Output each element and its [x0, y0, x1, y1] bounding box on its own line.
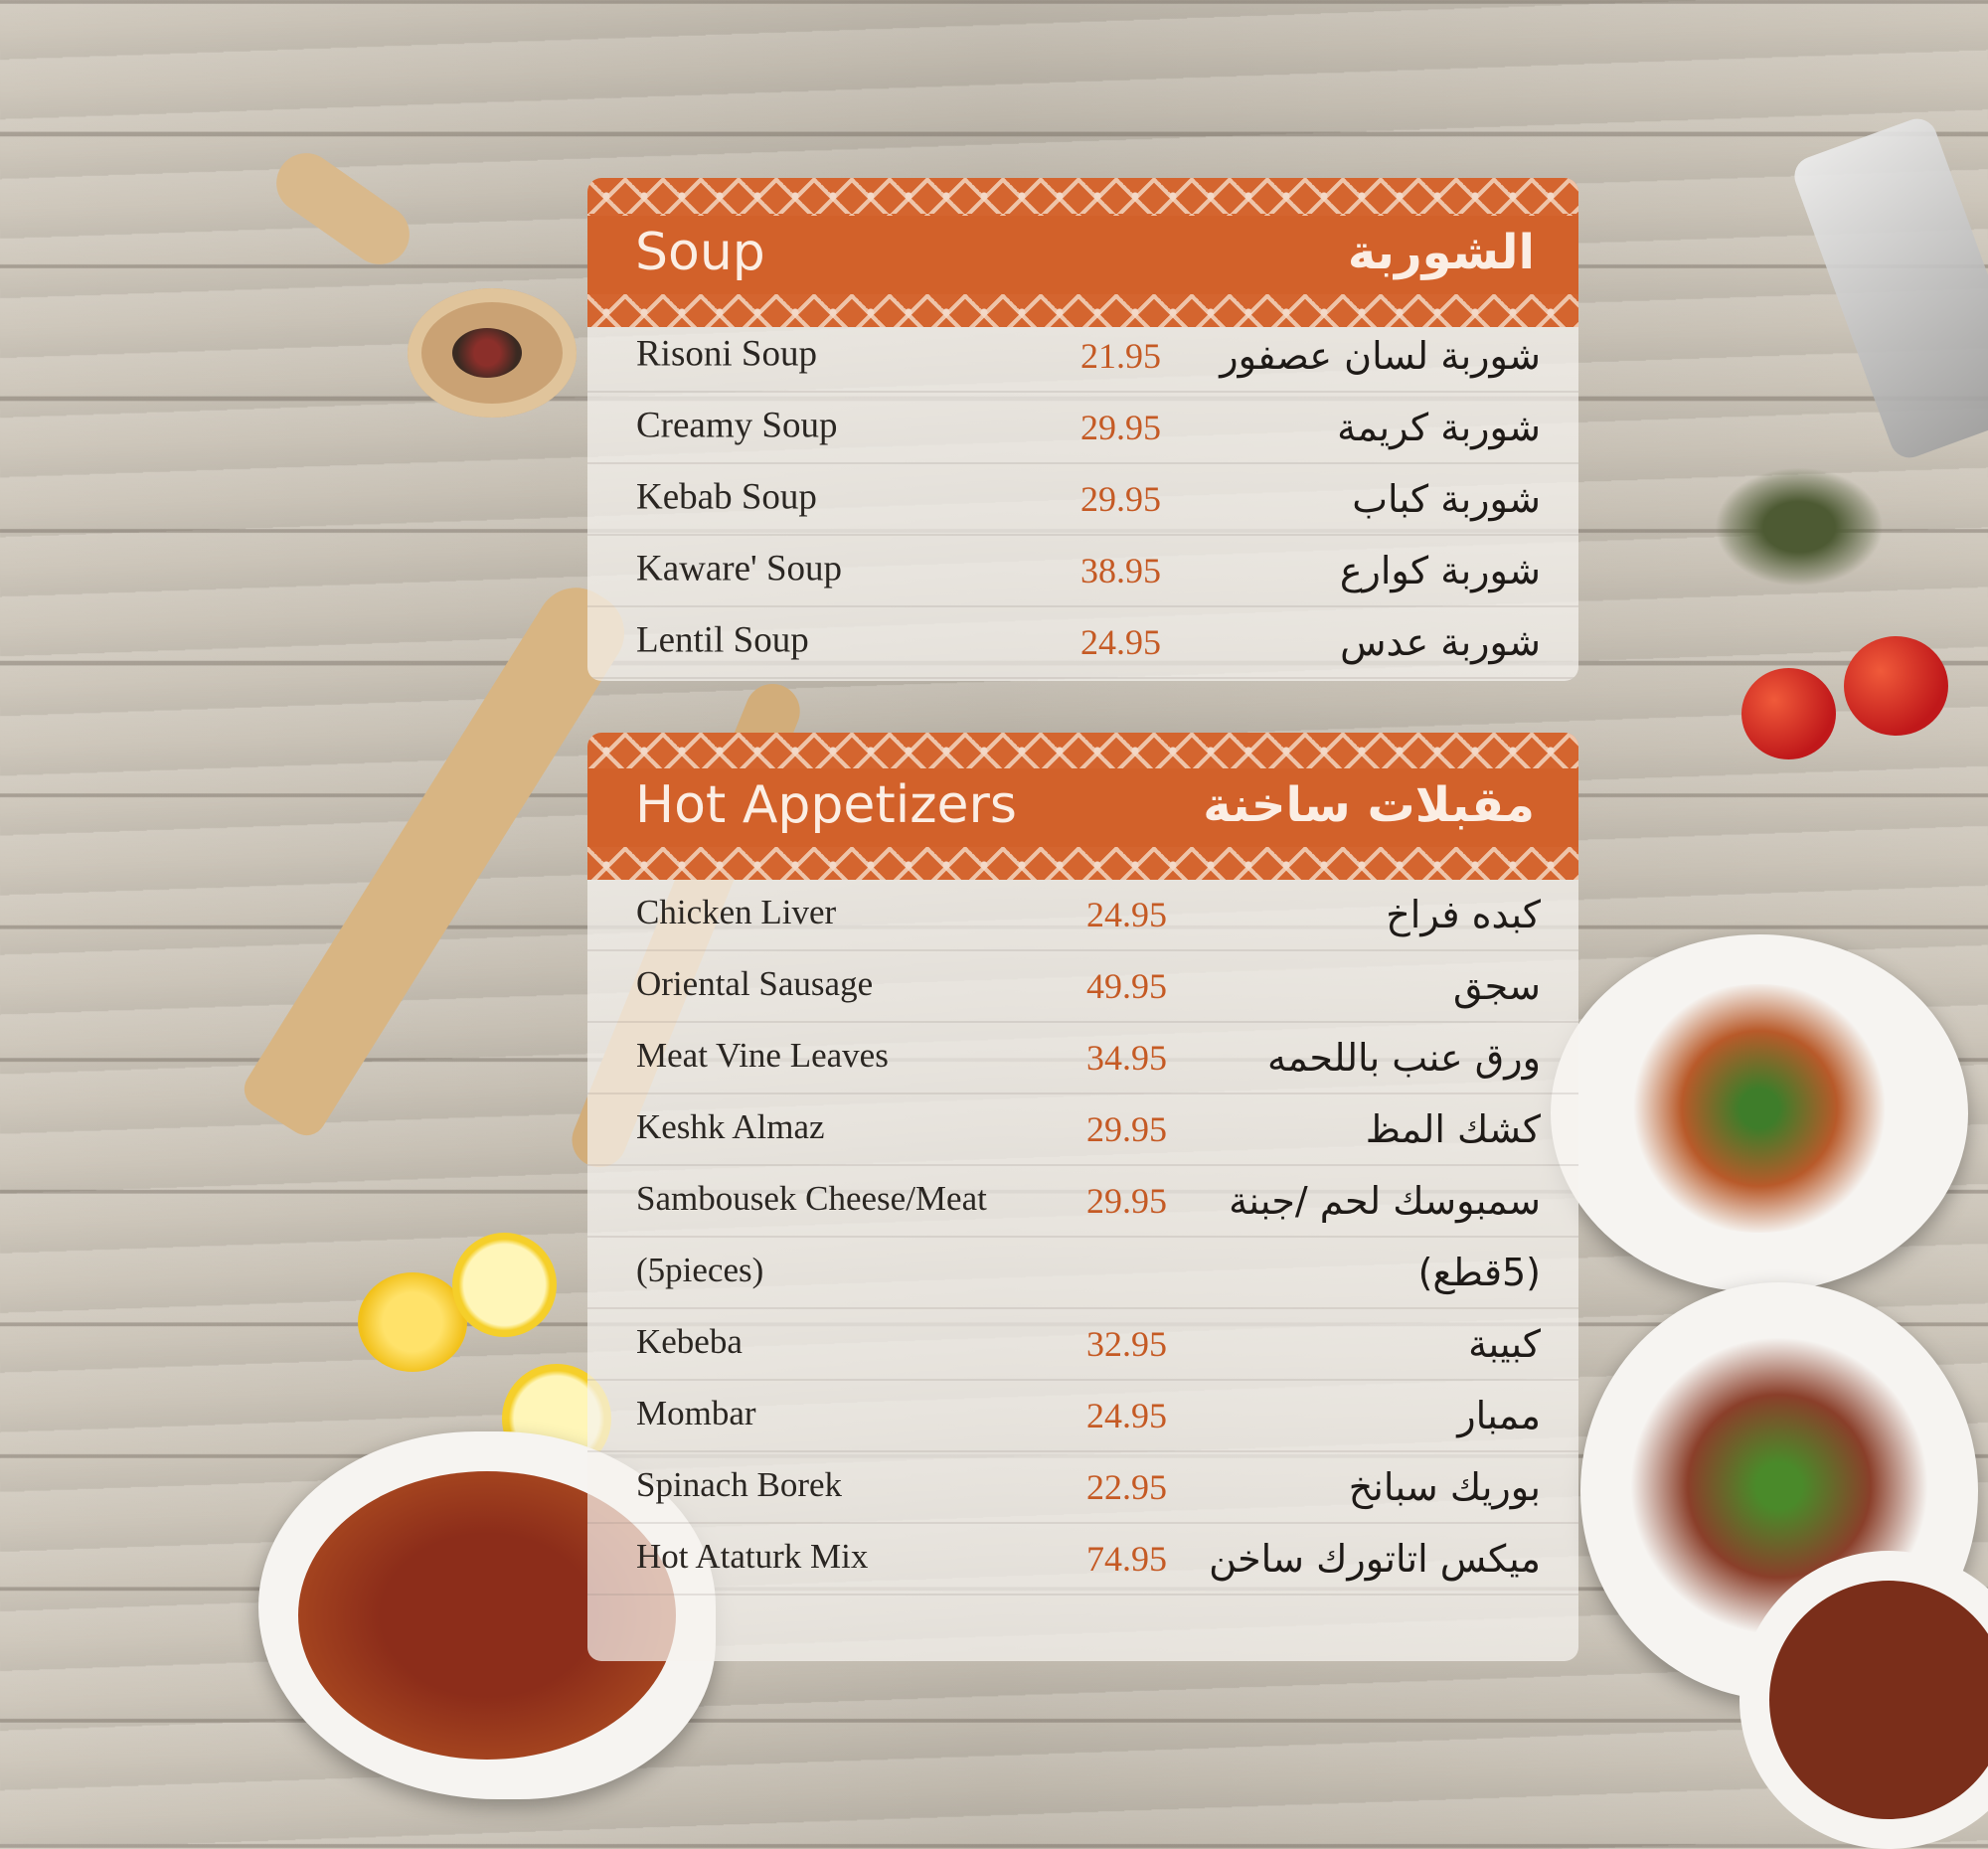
- pattern-border: [587, 733, 1578, 768]
- item-name-en: (5pieces): [636, 1251, 764, 1289]
- menu-item: Risoni Soup 21.95 شوربة لسان عصفور: [587, 321, 1578, 393]
- menu-item: Mombar 24.95 ممبار: [587, 1381, 1578, 1452]
- item-name-en: Kaware' Soup: [636, 548, 843, 589]
- item-price: 22.95: [1086, 1467, 1167, 1507]
- lemon-slice-image: [452, 1233, 557, 1337]
- item-price: 74.95: [1086, 1539, 1167, 1579]
- item-name-en: Creamy Soup: [636, 405, 838, 446]
- item-name-en: Hot Ataturk Mix: [636, 1537, 869, 1576]
- item-name-en: Risoni Soup: [636, 333, 817, 375]
- menu-item: Sambousek Cheese/Meat 29.95 سمبوسك لحم /جب…: [587, 1166, 1578, 1238]
- item-name-en: Spinach Borek: [636, 1465, 843, 1504]
- herbs-image: [1715, 467, 1884, 587]
- item-name-ar: كشك المظ: [1365, 1107, 1541, 1151]
- tomato-image: [1844, 636, 1948, 736]
- salt-shaker-image: [1788, 112, 1988, 464]
- pattern-border: [587, 847, 1578, 880]
- section-title-en: Soup: [635, 222, 765, 282]
- menu-items: Chicken Liver 24.95 كبده فراخ Oriental Saus…: [587, 880, 1578, 1596]
- wooden-spatula-image: [237, 573, 640, 1143]
- item-name-ar: كبده فراخ: [1386, 893, 1541, 936]
- menu-item: Oriental Sausage 49.95 سجق: [587, 951, 1578, 1023]
- section-title-ar: الشوربة: [1347, 224, 1535, 280]
- soup-section: Soup الشوربة Risoni Soup 21.95 شوربة لسان …: [587, 178, 1578, 681]
- item-price: 32.95: [1086, 1324, 1167, 1364]
- stew-dish-image: [1740, 1551, 1988, 1849]
- menu-item: Chicken Liver 24.95 كبده فراخ: [587, 880, 1578, 951]
- item-name-en: Kebeba: [636, 1322, 743, 1361]
- lemon-image: [358, 1272, 467, 1372]
- item-price: 29.95: [1080, 408, 1161, 447]
- item-name-en: Meat Vine Leaves: [636, 1036, 889, 1075]
- item-name-en: Lentil Soup: [636, 619, 809, 661]
- item-price: 29.95: [1080, 479, 1161, 519]
- item-name-en: Oriental Sausage: [636, 964, 874, 1003]
- section-title-ar: مقبلات ساخنة: [1203, 776, 1535, 833]
- menu-item: Kaware' Soup 38.95 شوربة كوارع: [587, 536, 1578, 607]
- item-price: 49.95: [1086, 966, 1167, 1006]
- pattern-border: [587, 294, 1578, 327]
- item-name-ar: شوربة لسان عصفور: [1220, 334, 1541, 378]
- item-price: 38.95: [1080, 551, 1161, 590]
- menu-item: Meat Vine Leaves 34.95 ورق عنب باللحمه: [587, 1023, 1578, 1094]
- item-price: 29.95: [1086, 1181, 1167, 1221]
- item-name-ar: شوربة كوارع: [1339, 549, 1541, 592]
- item-price: 24.95: [1080, 622, 1161, 662]
- item-price: 24.95: [1086, 895, 1167, 934]
- item-name-ar: شوربة كباب: [1352, 477, 1541, 521]
- item-name-en: Kebab Soup: [636, 476, 817, 518]
- hot-appetizers-section: Hot Appetizers مقبلات ساخنة Chicken Live…: [587, 733, 1578, 1661]
- menu-item: Lentil Soup 24.95 شوربة عدس: [587, 607, 1578, 679]
- item-name-en: Sambousek Cheese/Meat: [636, 1179, 987, 1218]
- wooden-scoop-image: [264, 141, 586, 427]
- item-name-en: Mombar: [636, 1394, 756, 1432]
- menu-item: Keshk Almaz 29.95 كشك المظ: [587, 1094, 1578, 1166]
- item-name-ar: كبيبة: [1468, 1322, 1541, 1366]
- item-price: 34.95: [1086, 1038, 1167, 1078]
- tomato-image: [1741, 668, 1836, 759]
- item-name-ar: سجق: [1452, 964, 1541, 1008]
- menu-item: (5pieces) (5قطع): [587, 1238, 1578, 1309]
- menu-item: Creamy Soup 29.95 شوربة كريمة: [587, 393, 1578, 464]
- item-price: 21.95: [1080, 336, 1161, 376]
- section-header: Hot Appetizers مقبلات ساخنة: [587, 768, 1578, 847]
- item-name-ar: ميكس اتاتورك ساخن: [1209, 1537, 1541, 1581]
- item-name-ar: شوربة عدس: [1340, 620, 1541, 664]
- item-price: 29.95: [1086, 1109, 1167, 1149]
- item-name-ar: سمبوسك لحم /جبنة: [1229, 1179, 1541, 1223]
- section-title-en: Hot Appetizers: [635, 774, 1018, 835]
- section-header: Soup الشوربة: [587, 216, 1578, 294]
- item-name-ar: بوريك سبانخ: [1348, 1465, 1541, 1509]
- item-price: 24.95: [1086, 1396, 1167, 1435]
- item-name-ar: شوربة كريمة: [1337, 406, 1541, 449]
- item-name-ar: ورق عنب باللحمه: [1267, 1036, 1541, 1080]
- menu-item: Hot Ataturk Mix 74.95 ميكس اتاتورك ساخن: [587, 1524, 1578, 1596]
- item-name-en: Keshk Almaz: [636, 1107, 825, 1146]
- menu-item: Kebab Soup 29.95 شوربة كباب: [587, 464, 1578, 536]
- item-name-en: Chicken Liver: [636, 893, 837, 931]
- item-name-ar: (5قطع): [1417, 1251, 1541, 1294]
- menu-items: Risoni Soup 21.95 شوربة لسان عصفور Creamy S…: [587, 321, 1578, 679]
- item-name-ar: ممبار: [1457, 1394, 1541, 1437]
- kibbeh-dish-image: [1551, 934, 1968, 1292]
- menu-item: Spinach Borek 22.95 بوريك سبانخ: [587, 1452, 1578, 1524]
- menu-item: Kebeba 32.95 كبيبة: [587, 1309, 1578, 1381]
- pattern-border: [587, 178, 1578, 216]
